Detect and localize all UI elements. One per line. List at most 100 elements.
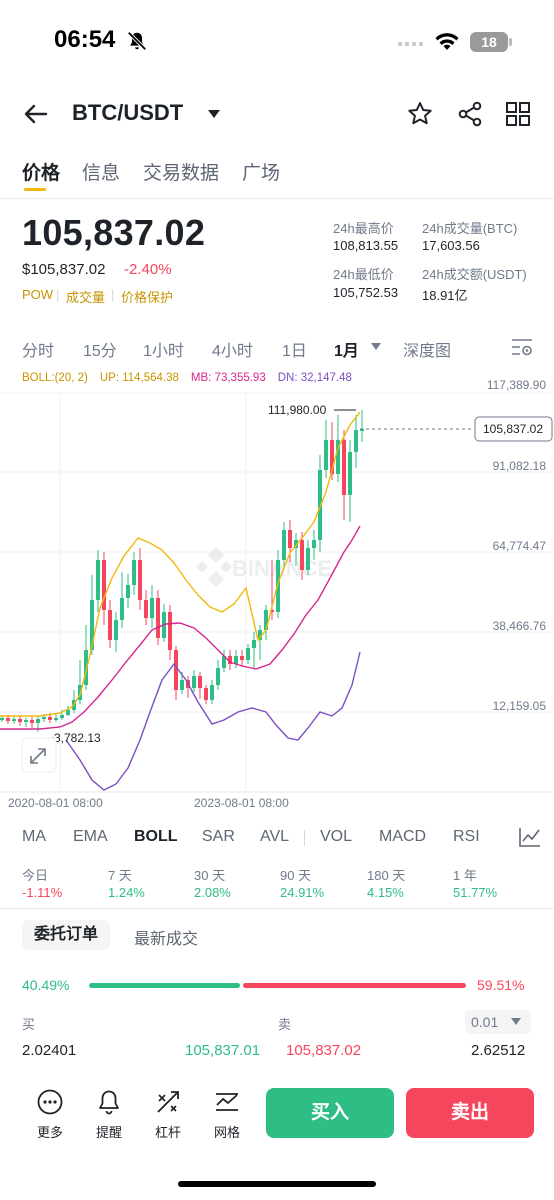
- leverage-icon[interactable]: [154, 1088, 182, 1116]
- sell-ratio: 59.51%: [477, 977, 525, 993]
- tab-price[interactable]: 价格: [22, 163, 61, 184]
- perf-value-90d: 24.91%: [280, 885, 325, 900]
- tick-size-select[interactable]: 0.01: [465, 1010, 531, 1034]
- candle-body: [36, 719, 40, 723]
- chart-settings-icon[interactable]: [510, 336, 534, 358]
- expand-icon[interactable]: [21, 737, 57, 773]
- grid-trading-icon[interactable]: [213, 1088, 241, 1116]
- back-arrow-icon[interactable]: [22, 100, 50, 128]
- favorite-star-icon[interactable]: [406, 100, 434, 128]
- battery-tip: [509, 38, 512, 46]
- bid-quantity: 2.02401: [22, 1042, 77, 1059]
- interval-time-share[interactable]: 分时: [22, 343, 55, 360]
- candle-body: [60, 715, 64, 718]
- indicator-vol[interactable]: VOL: [320, 828, 353, 845]
- tab-square[interactable]: 广场: [242, 163, 281, 184]
- tab-info[interactable]: 信息: [82, 163, 121, 184]
- alert-bell-icon[interactable]: [95, 1088, 123, 1116]
- caret-down-icon[interactable]: [511, 1018, 521, 1026]
- buy-button[interactable]: 买入: [266, 1088, 394, 1138]
- perf-value-180d: 4.15%: [367, 885, 404, 900]
- bid-price[interactable]: 105,837.01: [185, 1042, 261, 1059]
- candle-body: [90, 600, 94, 650]
- stat-vol-usdt-value: 18.91亿: [422, 288, 468, 303]
- indicator-macd[interactable]: MACD: [379, 828, 427, 845]
- grid-label[interactable]: 网格: [213, 1125, 240, 1140]
- candle-body: [42, 717, 46, 719]
- grid-menu-icon[interactable]: [505, 101, 531, 127]
- perf-label-30d: 30 天: [194, 868, 226, 883]
- candles: [0, 410, 364, 732]
- indicator-rsi[interactable]: RSI: [453, 828, 480, 845]
- candle-body: [252, 640, 256, 648]
- candle-body: [156, 598, 160, 638]
- ask-price[interactable]: 105,837.02: [286, 1042, 362, 1059]
- candle-body: [54, 718, 58, 720]
- candle-body: [336, 440, 340, 474]
- boll-params: BOLL:(20, 2): [22, 372, 88, 384]
- interval-1m[interactable]: 1月: [334, 343, 359, 360]
- sell-button[interactable]: 卖出: [406, 1088, 534, 1138]
- candle-body: [66, 710, 70, 715]
- tag-price-protection[interactable]: 价格保护: [121, 290, 174, 305]
- candle-body: [222, 656, 226, 668]
- indicator-ema[interactable]: EMA: [73, 828, 108, 845]
- caret-down-icon[interactable]: [371, 343, 381, 351]
- candle-body: [354, 430, 358, 452]
- candle-body: [216, 668, 220, 685]
- candle-body: [132, 560, 136, 585]
- candle-body: [108, 610, 112, 640]
- candle-body: [270, 610, 274, 612]
- more-icon[interactable]: [36, 1088, 64, 1116]
- candle-body: [228, 656, 232, 664]
- caret-down-icon[interactable]: [207, 109, 221, 119]
- price-change: -2.40%: [124, 261, 172, 278]
- candle-body: [330, 440, 334, 474]
- share-icon[interactable]: [456, 100, 484, 128]
- stat-high-value: 108,813.55: [333, 238, 399, 253]
- candle-body: [246, 648, 250, 660]
- pair-title[interactable]: BTC/USDT: [72, 100, 184, 125]
- tab-order-book[interactable]: 委托订单: [22, 920, 110, 950]
- last-price-tag: [474, 416, 553, 442]
- divider: [0, 908, 554, 909]
- tab-trading-data[interactable]: 交易数据: [143, 163, 220, 184]
- indicator-settings-icon[interactable]: [518, 826, 542, 848]
- candle-body: [150, 598, 154, 618]
- perf-value-7d: 1.24%: [108, 885, 145, 900]
- candle-body: [102, 560, 106, 610]
- candlestick-chart[interactable]: BINANCE 105,837.02 111,980.00 3,782.13 1…: [0, 378, 554, 818]
- tag-volume[interactable]: 成交量: [66, 290, 106, 305]
- more-label[interactable]: 更多: [36, 1125, 63, 1140]
- candle-body: [48, 717, 52, 720]
- perf-value-30d: 2.08%: [194, 885, 231, 900]
- candle-body: [180, 680, 184, 690]
- indicator-boll[interactable]: BOLL: [134, 828, 178, 845]
- stat-low-label: 24h最低价: [333, 267, 394, 282]
- tag-pow[interactable]: POW: [22, 287, 54, 302]
- boll-dn: DN: 32,147.48: [277, 372, 352, 384]
- perf-label-1y: 1 年: [453, 868, 477, 883]
- tab-recent-trades[interactable]: 最新成交: [134, 931, 199, 948]
- candle-body: [84, 650, 88, 685]
- candle-body: [24, 720, 28, 722]
- candle-body: [114, 620, 118, 640]
- signal-icon: [398, 42, 423, 46]
- candle-body: [234, 656, 238, 664]
- candle-body: [210, 685, 214, 700]
- indicator-avl[interactable]: AVL: [260, 828, 290, 845]
- interval-4h[interactable]: 4小时: [212, 343, 253, 360]
- indicator-ma[interactable]: MA: [22, 828, 46, 845]
- boll-legend: BOLL:(20, 2) UP: 114,564.38 MB: 73,355.9…: [22, 372, 352, 384]
- interval-1d[interactable]: 1日: [282, 343, 307, 360]
- interval-15m[interactable]: 15分: [83, 343, 117, 360]
- column-buy-label: 买: [22, 1017, 36, 1032]
- candle-body: [192, 676, 196, 688]
- interval-1h[interactable]: 1小时: [143, 343, 184, 360]
- candle-body: [348, 452, 352, 495]
- candle-body: [174, 650, 178, 690]
- indicator-sar[interactable]: SAR: [202, 828, 235, 845]
- interval-depth[interactable]: 深度图: [403, 343, 452, 360]
- leverage-label[interactable]: 杠杆: [154, 1125, 181, 1140]
- alert-label[interactable]: 提醒: [95, 1125, 122, 1140]
